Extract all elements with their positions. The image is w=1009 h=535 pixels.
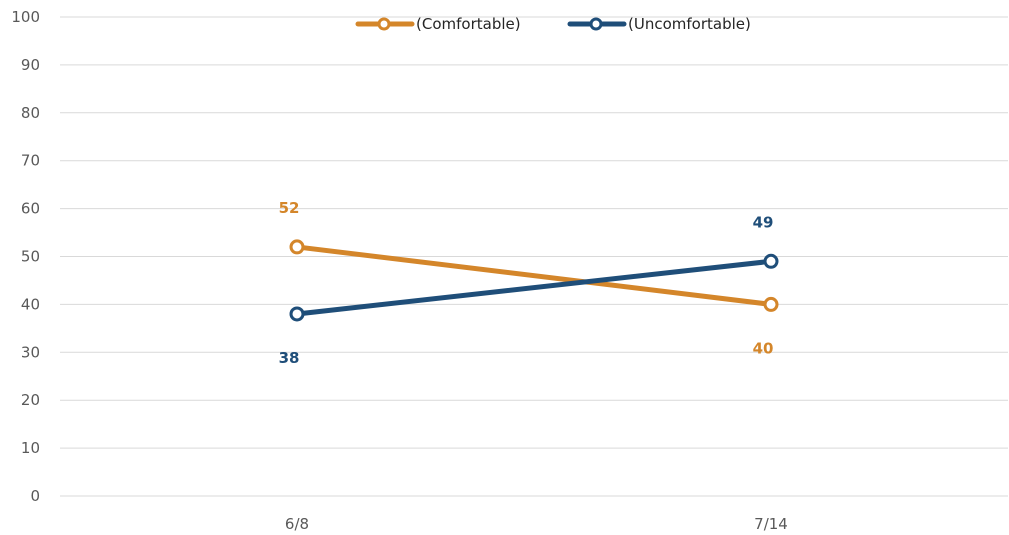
y-axis-tick-labels: 0 10 20 30 40 50 60 70 80 90 100 [11,8,40,505]
data-point [289,306,305,322]
y-tick-label: 60 [21,200,40,218]
data-point [763,296,779,312]
y-tick-label: 90 [21,56,40,74]
legend-swatch-marker [589,17,603,31]
series-line-0 [294,244,774,307]
y-tick-label: 30 [21,343,40,361]
data-labels: 52 40 38 49 [279,199,774,367]
data-label: 52 [279,199,300,217]
x-tick-label: 6/8 [285,515,309,533]
data-label: 40 [753,339,774,357]
series-lines [289,239,779,322]
y-tick-label: 20 [21,391,40,409]
data-point [289,239,305,255]
y-tick-label: 100 [11,8,40,26]
y-tick-label: 70 [21,152,40,170]
x-axis-tick-labels: 6/8 7/14 [285,515,788,533]
y-tick-label: 0 [30,487,40,505]
legend-label: (Comfortable) [416,15,521,33]
y-tick-label: 50 [21,248,40,266]
gridlines [60,16,1008,497]
data-point [763,253,779,269]
data-label: 38 [279,349,300,367]
legend-label: (Uncomfortable) [628,15,751,33]
series-line-1 [294,258,774,317]
legend: (Comfortable) (Uncomfortable) [355,15,751,33]
y-tick-label: 10 [21,439,40,457]
y-tick-label: 80 [21,104,40,122]
x-tick-label: 7/14 [754,515,788,533]
y-tick-label: 40 [21,295,40,313]
data-label: 49 [753,213,774,231]
legend-swatch-marker [377,17,391,31]
